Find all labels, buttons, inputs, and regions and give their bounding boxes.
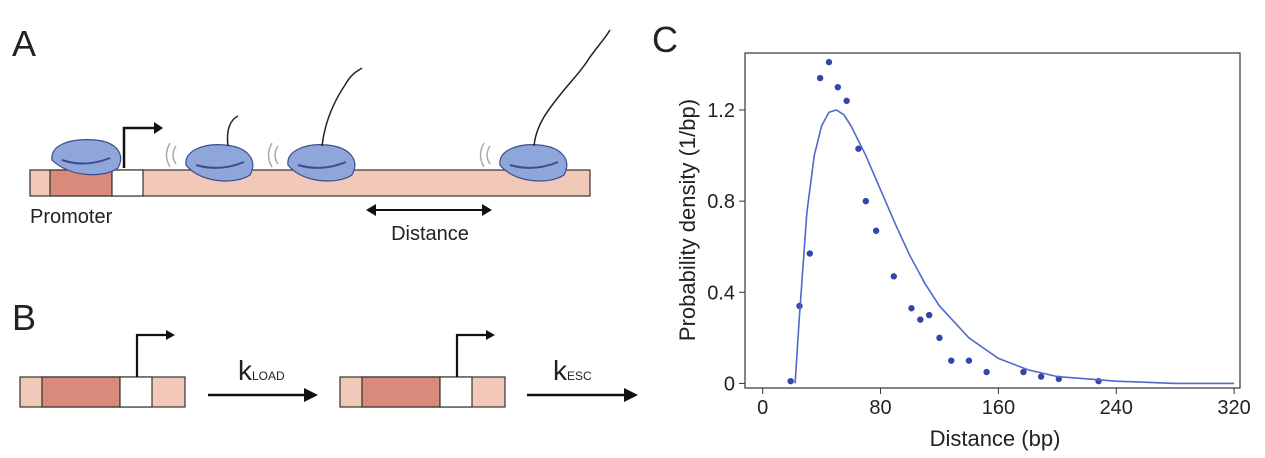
x-tick-label: 0 <box>757 397 768 419</box>
rate-symbol: k <box>238 355 253 386</box>
data-point <box>806 250 814 257</box>
data-point <box>862 197 870 205</box>
rate-label: kLOAD <box>238 355 285 386</box>
data-point <box>917 316 924 323</box>
fit-line <box>794 109 1235 385</box>
x-tick-label: 160 <box>982 397 1015 419</box>
data-point <box>925 311 933 319</box>
tss-arrow <box>135 333 168 377</box>
data-point <box>843 97 850 105</box>
data-point <box>936 334 943 342</box>
start-site <box>111 169 144 197</box>
polymerases <box>51 139 568 182</box>
plot-frame <box>744 52 1241 389</box>
x-tick-label: 320 <box>1217 397 1250 419</box>
x-tick-label: 80 <box>869 397 891 419</box>
data-point <box>890 273 897 280</box>
x-tick-label: 240 <box>1100 397 1133 419</box>
data-point <box>855 145 862 152</box>
promoter-region <box>41 376 121 408</box>
x-axis-label: Distance (bp) <box>930 426 1061 451</box>
promoter-region <box>361 376 441 408</box>
tss-arrow <box>455 333 488 377</box>
data-point <box>983 368 990 376</box>
rna-exit <box>61 157 559 169</box>
rate-subscript: ESC <box>567 369 592 383</box>
panel-label: C <box>652 19 678 60</box>
start-site <box>119 376 153 408</box>
motion-marks <box>165 142 491 168</box>
y-tick-label: 1.2 <box>707 100 735 122</box>
rna <box>226 29 611 147</box>
panel-label: A <box>12 23 36 64</box>
panel-label: B <box>12 297 36 338</box>
arrow-head <box>304 388 318 402</box>
rate-symbol: k <box>553 355 568 386</box>
y-tick-label: 0.8 <box>707 191 735 213</box>
data-point <box>787 377 794 385</box>
y-axis-label: Probability density (1/bp) <box>675 99 700 341</box>
data-point <box>1020 368 1027 376</box>
data-point <box>948 357 955 364</box>
data-point <box>1037 373 1045 380</box>
data-point <box>965 357 973 364</box>
distance-label: Distance <box>391 223 469 245</box>
data-point <box>825 58 833 66</box>
arrow-head <box>486 330 495 340</box>
y-tick-label: 0 <box>724 373 735 395</box>
y-tick-label: 0.4 <box>707 282 735 304</box>
data-point <box>834 83 842 91</box>
arrow-head <box>624 388 638 402</box>
data-point <box>908 305 915 312</box>
arrow-head <box>154 122 163 134</box>
tss-arrow <box>122 126 156 168</box>
rate-label: kESC <box>553 355 592 386</box>
data-point <box>816 74 824 82</box>
promoter-label: Promoter <box>30 206 113 228</box>
data-point <box>872 227 880 234</box>
arrow-head <box>166 330 175 340</box>
start-site <box>439 376 473 408</box>
rate-subscript: LOAD <box>252 369 285 383</box>
